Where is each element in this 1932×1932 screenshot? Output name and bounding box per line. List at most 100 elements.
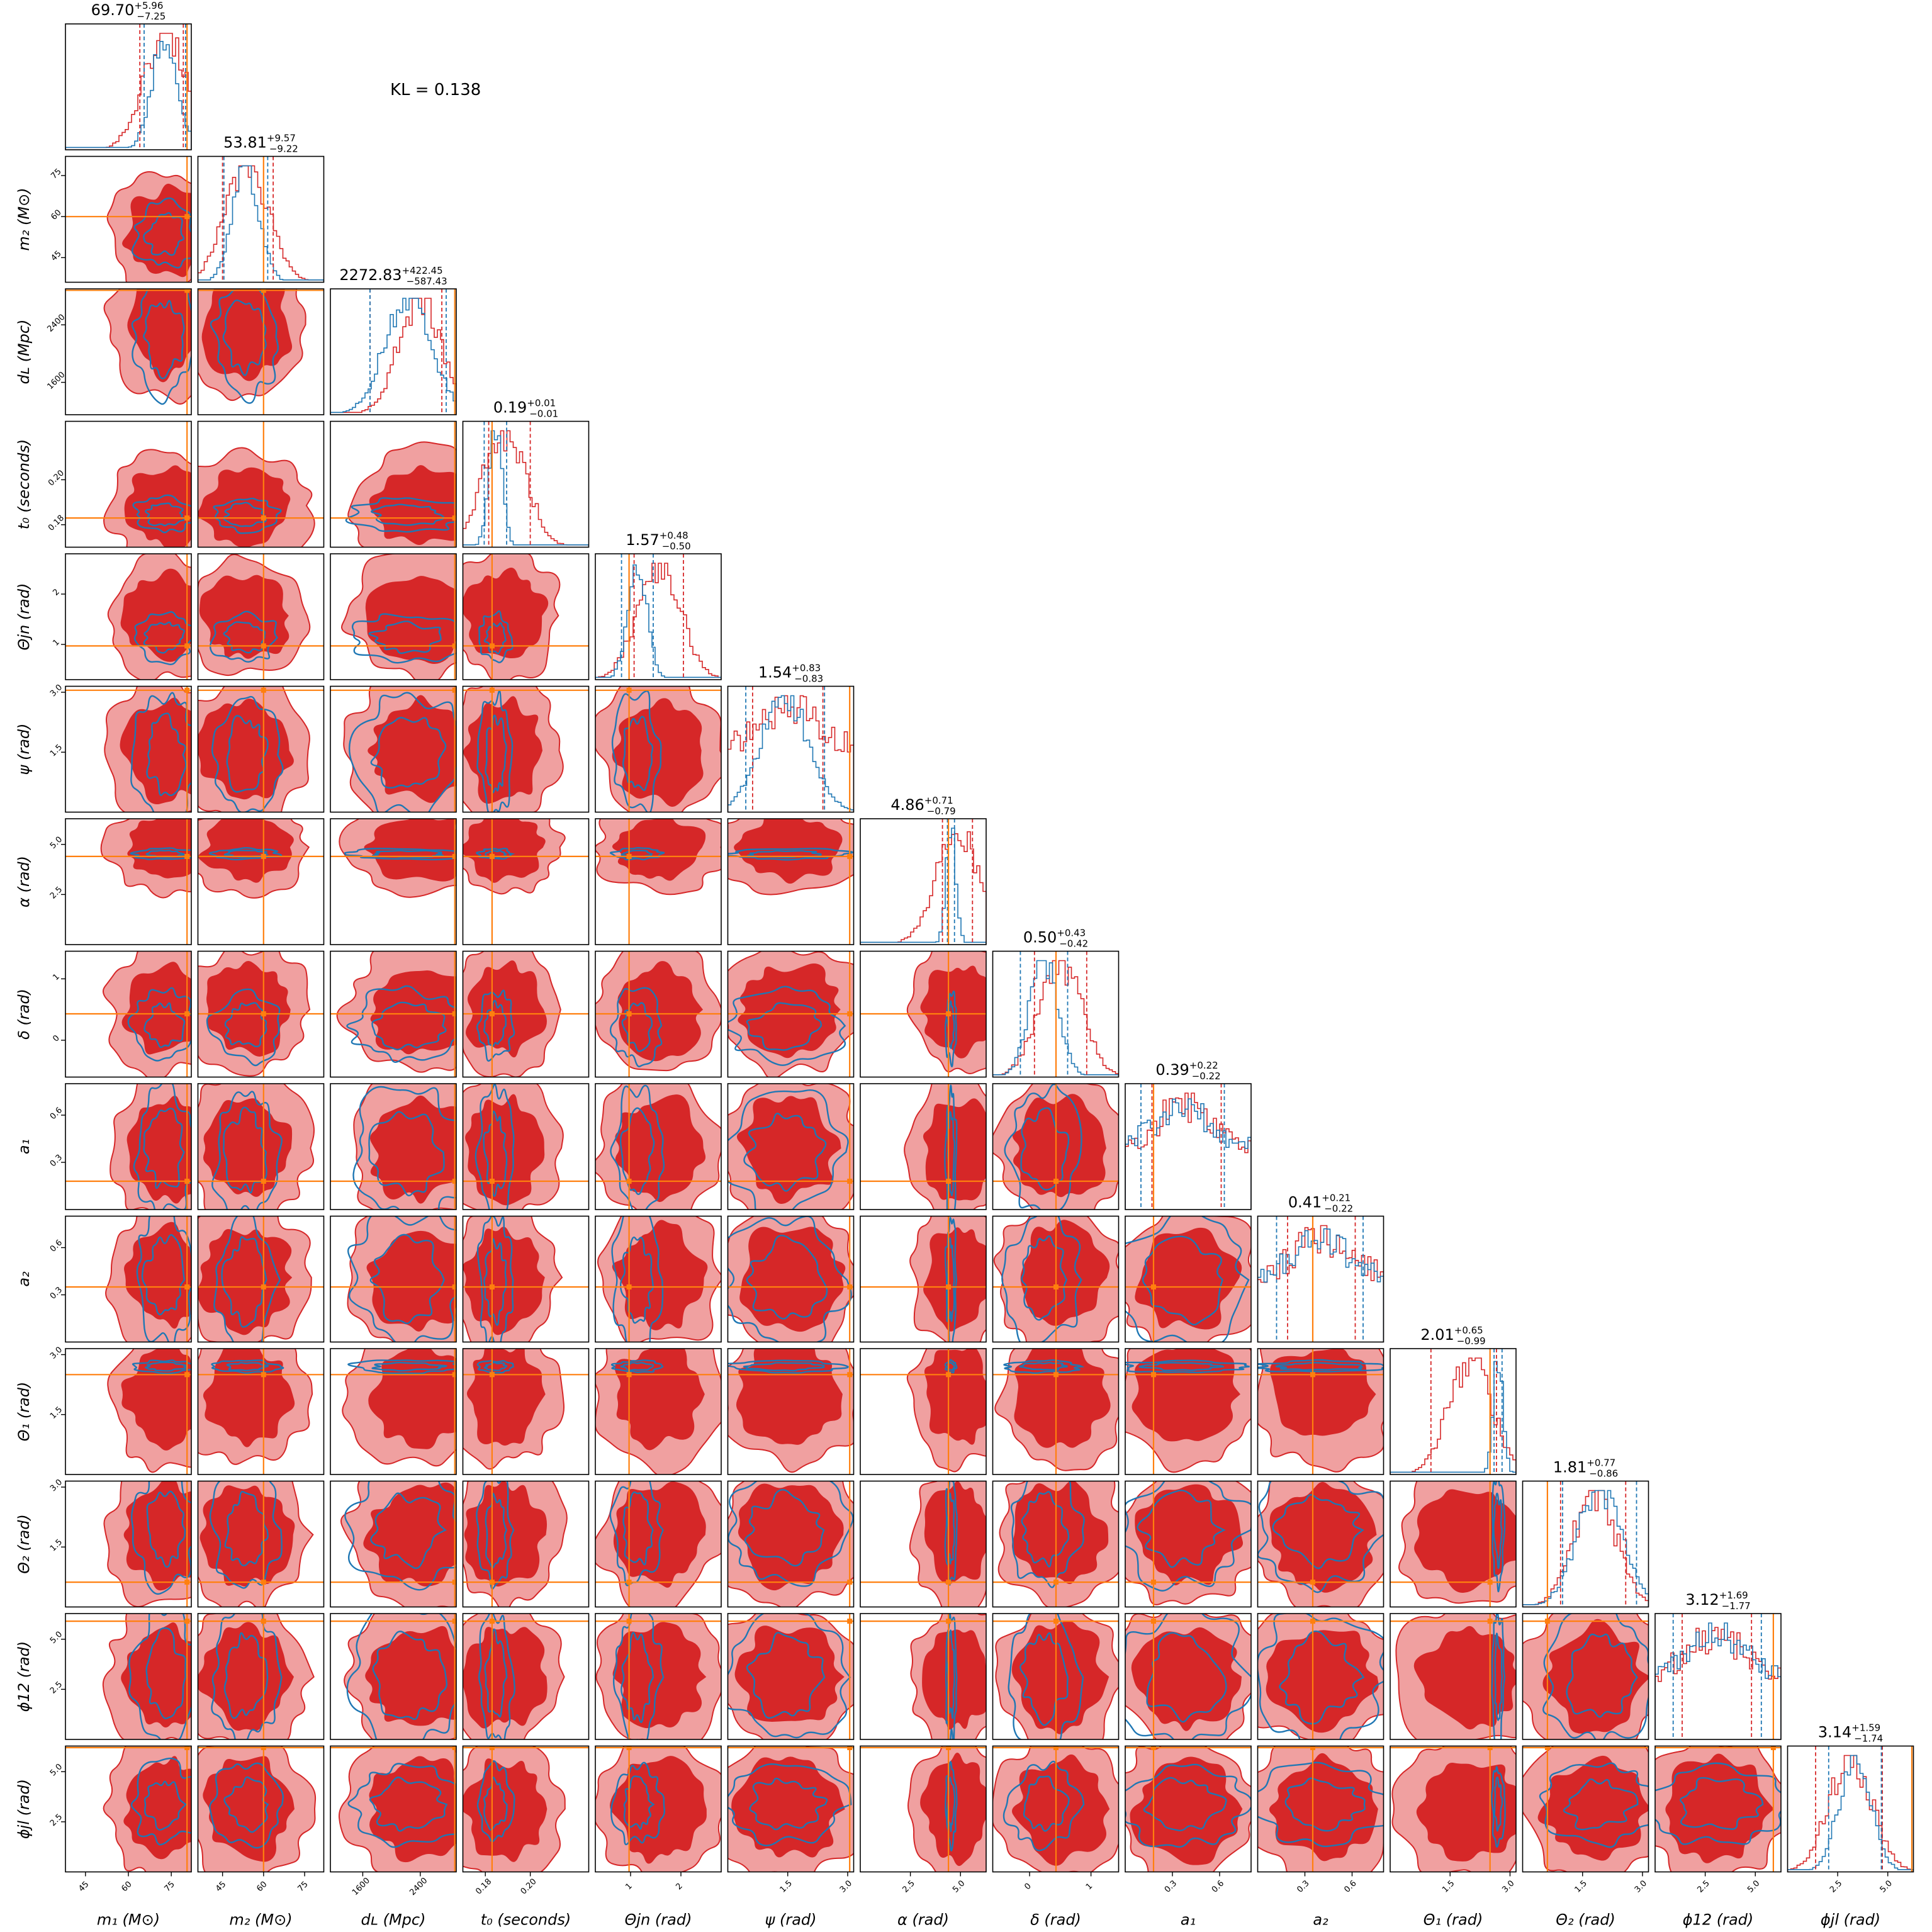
y-tick-label: 5.0: [48, 1762, 64, 1778]
truth-marker: [1487, 1619, 1493, 1624]
panel-frame: [727, 1745, 855, 1873]
panel-frame: [197, 685, 325, 813]
scatter-panel-psi-vs-m1: 1.5 3.0 ψ (rad): [15, 683, 192, 813]
contour-blue-outer: [1125, 1763, 1251, 1848]
x-axis-label-thjn: Θjn (rad): [625, 1911, 692, 1929]
scatter-panel-a2-vs-delta: [992, 1215, 1120, 1343]
truth-marker: [626, 1580, 632, 1585]
panel-frame: [65, 818, 192, 945]
panel-frame: [65, 1613, 192, 1740]
density-inner: [615, 1094, 706, 1202]
contour-blue-outer: [611, 690, 662, 812]
truth-marker: [184, 1619, 190, 1624]
truth-marker: [1544, 1619, 1550, 1624]
density-inner: [203, 1349, 295, 1447]
contour-blue-inner: [223, 1106, 267, 1194]
hist-title-a1: 0.39+0.22 −0.22: [1155, 1060, 1220, 1082]
contour-blue-outer: [1491, 1614, 1506, 1739]
truth-marker: [1151, 1372, 1156, 1378]
panel-frame: [65, 155, 192, 283]
scatter-panel-phi12-vs-thjn: [595, 1613, 722, 1740]
kl-annotation: KL = 0.138: [390, 81, 481, 99]
hist-title-thjn: 1.57+0.48 −0.50: [626, 530, 690, 552]
hist-panel-m2: 53.81+9.57 −9.22: [197, 133, 325, 283]
contour-blue-inner: [946, 1361, 956, 1371]
y-axis-label-a2: a₂: [15, 1271, 33, 1287]
panel-frame: [330, 1480, 457, 1608]
hist-blue: [595, 564, 721, 680]
truth-marker: [489, 687, 495, 693]
panel-frame: [330, 288, 457, 415]
scatter-panel-phi12-vs-a1: [1125, 1613, 1252, 1740]
contour-blue-inner: [226, 715, 269, 793]
y-tick-label: 0.3: [48, 1285, 64, 1301]
panel-frame: [595, 950, 722, 1078]
scatter-panel-a2-vs-m2: [197, 1215, 325, 1343]
panel-frame: [860, 1348, 987, 1475]
density-inner: [463, 696, 543, 804]
contour-blue-outer: [1003, 1359, 1085, 1374]
contour-blue-outer: [476, 690, 514, 812]
scatter-panel-delta-vs-psi: [727, 950, 855, 1078]
panel-frame: [1787, 1745, 1914, 1873]
truth-marker: [1151, 1284, 1156, 1289]
truth-marker: [261, 1179, 266, 1184]
y-axis-label-dl: dʟ (Mpc): [15, 320, 33, 385]
contour-blue-inner: [621, 1002, 653, 1052]
panel-frame: [595, 685, 722, 813]
truth-marker: [847, 1179, 853, 1184]
contour-blue-outer: [944, 1481, 958, 1586]
truth-marker: [261, 1746, 266, 1750]
contour-blue-outer: [211, 1359, 284, 1374]
panel-frame: [1125, 1215, 1252, 1343]
truth-marker: [184, 289, 190, 293]
panel-frame: [860, 1745, 987, 1873]
panel-frame: [1390, 1745, 1517, 1873]
scatter-panel-phijl-vs-delta: 0 1 δ (rad): [992, 1745, 1120, 1929]
contour-blue-inner: [143, 1002, 186, 1048]
contour-blue-inner: [223, 502, 267, 527]
density-inner: [463, 567, 549, 659]
contour-blue-outer: [344, 1481, 456, 1591]
density-inner: [1011, 1620, 1109, 1734]
scatter-panel-a1-vs-psi: [727, 1083, 855, 1210]
scatter-panel-phijl-vs-t0: 0.18 0.20 t₀ (seconds): [462, 1745, 590, 1929]
panel-frame: [727, 1083, 855, 1210]
panel-frame: [197, 288, 325, 415]
truth-marker: [1544, 1746, 1550, 1750]
truth-marker: [626, 687, 632, 693]
scatter-panel-a1-vs-alpha: [860, 1083, 987, 1210]
contour-blue-inner: [619, 1236, 654, 1324]
x-tick-label: 0.3: [1295, 1879, 1311, 1894]
contour-blue-outer: [609, 987, 663, 1067]
panel-frame: [595, 1613, 722, 1740]
scatter-panel-m2-vs-m1: 45 60 75 m₂ (M⊙): [15, 155, 192, 283]
truth-marker: [489, 853, 495, 859]
contour-blue-inner: [144, 1361, 188, 1372]
contour-blue-inner: [483, 1110, 508, 1197]
panel-frame: [462, 1348, 590, 1475]
contour-blue-outer: [133, 611, 191, 665]
scatter-panel-thjn-vs-dl: [330, 553, 457, 680]
truth-marker: [489, 1179, 495, 1184]
contour-blue-inner: [1019, 1632, 1069, 1726]
contour-blue-outer: [944, 991, 957, 1068]
panel-frame: [462, 1480, 590, 1608]
panel-frame: [330, 950, 457, 1078]
y-tick-label: 0.20: [47, 468, 66, 488]
scatter-panel-alpha-vs-m2: [197, 818, 325, 945]
density-inner: [463, 1227, 545, 1335]
truth-marker: [626, 1011, 632, 1016]
panel-frame: [197, 553, 325, 680]
contour-blue-inner: [620, 1362, 654, 1371]
panel-frame: [992, 1215, 1120, 1343]
hist-panel-t0: 0.19+0.01 −0.01: [462, 398, 590, 548]
panel-frame: [197, 1613, 325, 1740]
truth-marker: [946, 1580, 952, 1585]
contour-blue-outer: [210, 289, 279, 404]
contour-blue-inner: [1021, 1235, 1068, 1321]
truth-marker: [626, 853, 632, 859]
panel-frame: [860, 950, 987, 1078]
contour-blue-inner: [143, 621, 186, 654]
density-inner: [365, 1626, 456, 1726]
